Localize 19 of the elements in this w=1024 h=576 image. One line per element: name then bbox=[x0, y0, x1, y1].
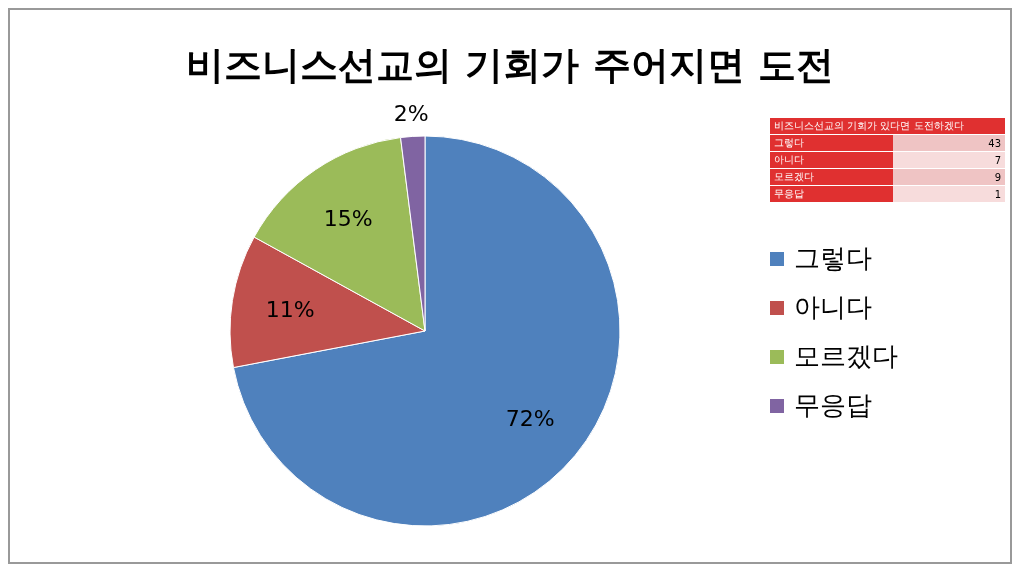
data-label: 9 bbox=[893, 168, 1005, 186]
legend-label: 아니다 bbox=[794, 291, 872, 324]
category-label: 그렇다 bbox=[770, 134, 893, 152]
category-label: 모르겠다 bbox=[770, 168, 893, 186]
text: 비즈니스선교의 기회가 있다면 도전하겠다 bbox=[770, 118, 1005, 135]
data-label: 2% bbox=[393, 100, 429, 126]
data-label: 11% bbox=[265, 297, 315, 323]
data-label: 72% bbox=[505, 405, 555, 431]
data-label: 43 bbox=[893, 134, 1005, 152]
data-label: 1 bbox=[893, 185, 1005, 202]
category-label: 무응답 bbox=[770, 185, 893, 202]
data-label: 15% bbox=[323, 205, 373, 231]
data-label: 7 bbox=[893, 151, 1005, 169]
legend-label: 그렇다 bbox=[794, 242, 872, 275]
legend-label: 모르겠다 bbox=[794, 340, 898, 373]
pie-slice bbox=[232, 135, 621, 527]
legend-label: 무응답 bbox=[794, 389, 872, 422]
category-label: 아니다 bbox=[770, 151, 893, 169]
chart-title: 비즈니스선교의 기회가 주어지면 도전 bbox=[185, 42, 835, 89]
